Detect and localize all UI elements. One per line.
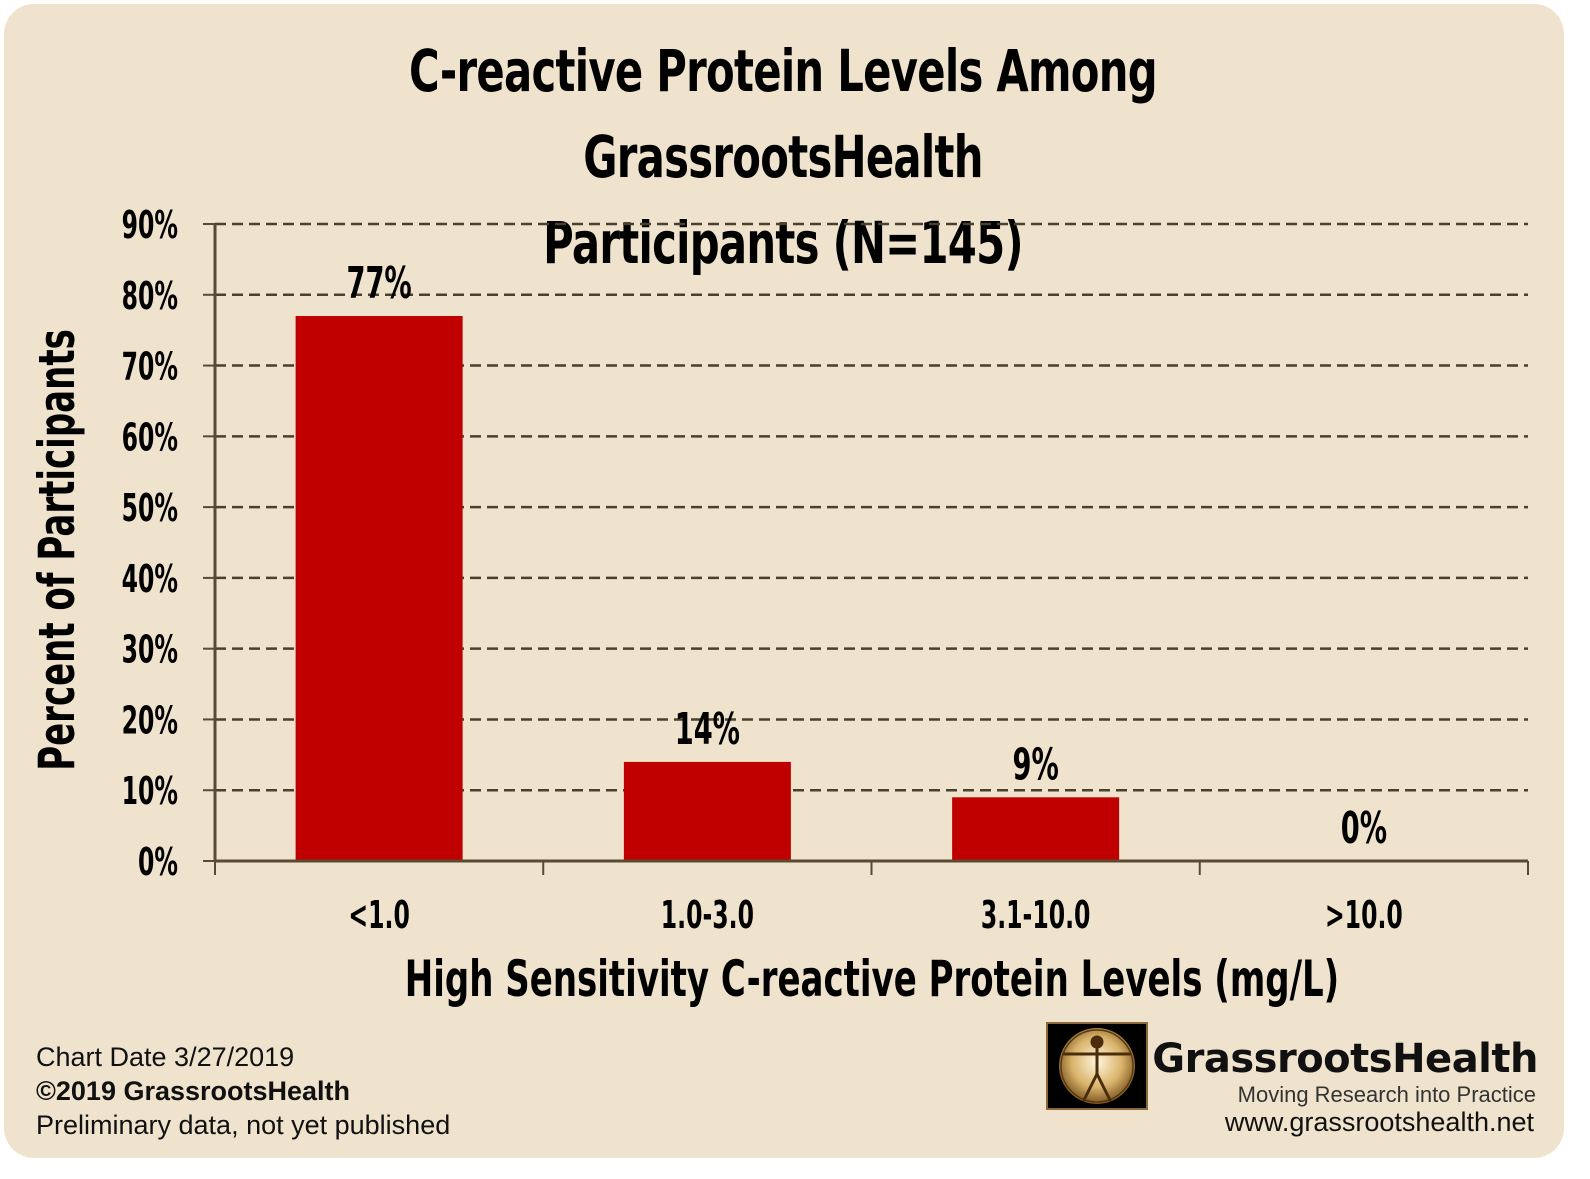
data-label: 77% — [346, 257, 411, 309]
data-note: Preliminary data, not yet published — [36, 1110, 451, 1140]
y-tick-label: 10% — [122, 771, 178, 814]
data-label-group: 9% — [1012, 738, 1058, 790]
y-tick-label-group: 70% — [122, 346, 178, 389]
x-tick-label-group: >10.0 — [1325, 894, 1403, 937]
bar — [295, 316, 463, 861]
y-tick-label-group: 40% — [122, 558, 178, 601]
data-label: 9% — [1012, 738, 1058, 790]
y-tick-label-group: 90% — [122, 204, 178, 247]
vitruvian-man-icon — [1046, 1022, 1148, 1110]
brand-tagline: Moving Research into Practice — [1237, 1082, 1536, 1107]
y-tick-label: 90% — [122, 204, 178, 247]
copyright: ©2019 GrassrootsHealth — [36, 1076, 351, 1106]
y-tick-label-group: 50% — [122, 487, 178, 530]
y-tick-label: 80% — [122, 275, 178, 318]
y-axis-label-group: Percent of Participants — [28, 329, 86, 771]
x-tick-label: 1.0-3.0 — [661, 894, 754, 937]
data-label: 14% — [675, 703, 740, 755]
y-tick-label: 60% — [122, 417, 178, 460]
y-tick-label-group: 10% — [122, 771, 178, 814]
x-tick-label: 3.1-10.0 — [981, 894, 1091, 937]
chart-date: Chart Date 3/27/2019 — [36, 1042, 295, 1072]
x-tick-label: >10.0 — [1325, 894, 1403, 937]
chart-title-line2: Participants (N=145) — [543, 209, 1023, 277]
y-tick-label: 50% — [122, 487, 178, 530]
x-tick-label-group: <1.0 — [348, 894, 409, 937]
y-tick-label-group: 20% — [122, 700, 178, 743]
y-tick-label: 40% — [122, 558, 178, 601]
data-label-group: 14% — [675, 703, 740, 755]
chart-footer: Chart Date 3/27/2019 ©2019 GrassrootsHea… — [36, 1040, 450, 1142]
y-tick-label: 20% — [122, 700, 178, 743]
x-axis-label-group: High Sensitivity C-reactive Protein Leve… — [405, 950, 1339, 1008]
bar — [952, 797, 1120, 861]
brand-name: GrassrootsHealth — [1152, 1036, 1538, 1082]
x-tick-label: <1.0 — [348, 894, 409, 937]
y-axis-label: Percent of Participants — [28, 329, 86, 771]
y-tick-label: 0% — [138, 841, 178, 884]
y-tick-label: 30% — [122, 629, 178, 672]
chart-title-line1: C-reactive Protein Levels Among Grassroo… — [409, 37, 1158, 191]
x-tick-label-group: 1.0-3.0 — [661, 894, 754, 937]
chart-title: C-reactive Protein Levels Among Grassroo… — [219, 28, 1347, 286]
y-tick-label-group: 60% — [122, 417, 178, 460]
x-tick-label-group: 3.1-10.0 — [981, 894, 1091, 937]
data-label-group: 77% — [346, 257, 411, 309]
y-tick-label-group: 30% — [122, 629, 178, 672]
y-tick-label: 70% — [122, 346, 178, 389]
data-label-group: 0% — [1341, 802, 1387, 854]
y-tick-label-group: 0% — [138, 841, 178, 884]
chart-card — [4, 4, 1564, 1158]
x-axis-label: High Sensitivity C-reactive Protein Leve… — [405, 950, 1339, 1008]
y-tick-label-group: 80% — [122, 275, 178, 318]
bar — [623, 761, 791, 861]
data-label: 0% — [1341, 802, 1387, 854]
brand-website[interactable]: www.grassrootshealth.net — [1224, 1107, 1534, 1137]
